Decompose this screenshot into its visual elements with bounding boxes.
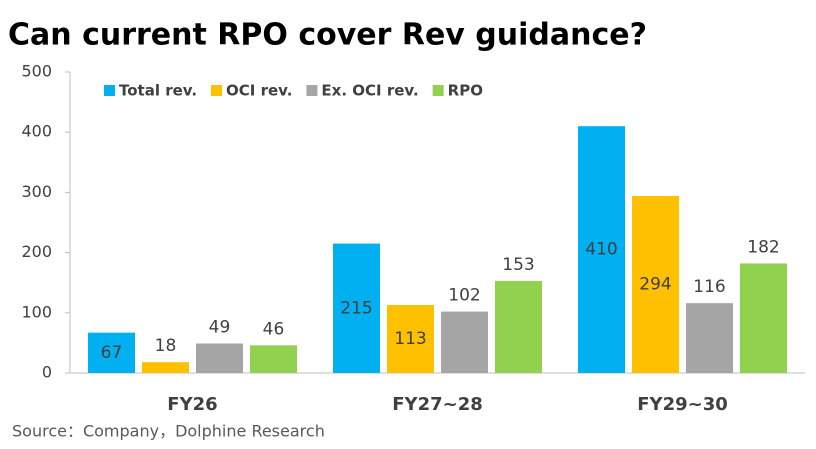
legend-label: OCI rev. — [226, 82, 292, 100]
y-tick-label: 500 — [21, 62, 52, 81]
legend-swatch — [432, 85, 444, 96]
data-label: 46 — [263, 319, 285, 339]
y-tick-label: 300 — [21, 182, 52, 201]
legend-label: Ex. OCI rev. — [321, 82, 418, 100]
y-tick-label: 200 — [21, 242, 52, 261]
bar — [142, 362, 189, 373]
bar — [387, 304, 434, 373]
y-tick-label: 100 — [21, 302, 52, 321]
data-label: 102 — [448, 286, 480, 306]
bar — [196, 343, 243, 373]
data-label: 410 — [585, 240, 617, 260]
source-note: Source：Company，Dolphine Research — [12, 422, 325, 441]
data-label: 215 — [340, 298, 372, 318]
chart-title: Can current RPO cover Rev guidance? — [8, 18, 647, 53]
bar — [578, 126, 625, 374]
bar — [88, 332, 135, 373]
bar — [686, 303, 733, 373]
bar — [495, 280, 542, 373]
y-tick-label: 400 — [21, 122, 52, 141]
legend-label: Total rev. — [119, 82, 197, 100]
data-label: 116 — [693, 277, 725, 297]
bar — [441, 311, 488, 373]
x-tick-label: FY26 — [167, 394, 217, 415]
data-label: 18 — [155, 336, 177, 356]
bar — [632, 196, 679, 373]
data-label: 67 — [101, 343, 123, 363]
bar — [740, 263, 787, 373]
legend-swatch — [306, 85, 318, 96]
data-label: 113 — [394, 329, 426, 349]
data-label: 49 — [209, 318, 231, 338]
legend-swatch — [104, 85, 115, 96]
legend-swatch — [211, 85, 223, 96]
bar — [333, 243, 380, 373]
data-label: 294 — [639, 275, 671, 295]
legend-label: RPO — [448, 82, 483, 100]
y-tick-label: 0 — [42, 363, 52, 382]
bar — [250, 345, 297, 373]
data-label: 182 — [747, 237, 779, 257]
x-tick-label: FY29~30 — [637, 394, 728, 415]
data-label: 153 — [502, 255, 534, 275]
x-tick-label: FY27~28 — [392, 394, 483, 415]
